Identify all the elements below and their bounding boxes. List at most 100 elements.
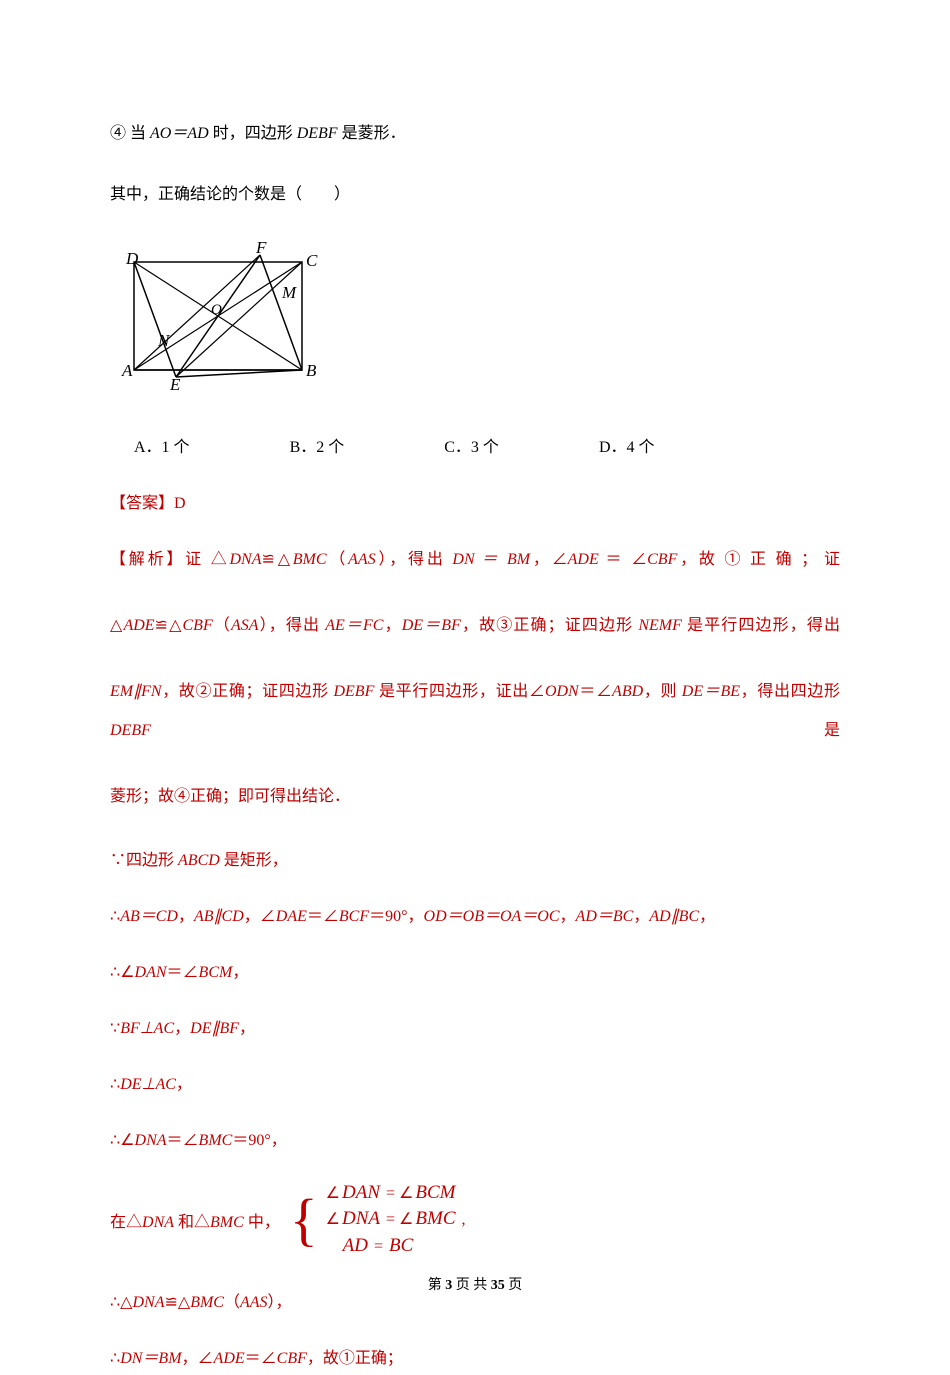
txt: ≌△ bbox=[262, 551, 293, 568]
explain-line3: EM∥FN，故②正确；证四边形 DEBF 是平行四边形，证出∠ODN＝∠ABD，… bbox=[110, 673, 840, 750]
txt-it: DN＝BM bbox=[120, 1350, 181, 1367]
txt: ，故①正确； bbox=[307, 1350, 403, 1367]
txt: ∵ bbox=[110, 1020, 120, 1037]
diagram-svg: D F C M O N A E B bbox=[110, 242, 320, 392]
txt: 时，四边形 bbox=[209, 125, 297, 142]
label-A: A bbox=[121, 361, 133, 380]
txt: 是平行四边形，得出 bbox=[682, 617, 840, 634]
txt-it: DAN bbox=[342, 1182, 380, 1203]
txt: ，∠ bbox=[244, 908, 276, 925]
txt-it: OD＝OB＝OA＝OC bbox=[424, 908, 560, 925]
txt-it: CBF bbox=[277, 1350, 307, 1367]
explain-line1: 【解析】证 △DNA≌△BMC（AAS），得出 DN ＝ BM，∠ADE ＝ ∠… bbox=[110, 541, 840, 579]
txt-it: DEBF bbox=[297, 125, 338, 142]
label-N: N bbox=[157, 331, 171, 350]
txt-it: BMC bbox=[199, 1132, 233, 1149]
txt-it: NEMF bbox=[638, 617, 682, 634]
txt: 是矩形， bbox=[220, 852, 288, 869]
txt-it: AAS bbox=[348, 551, 376, 568]
option-b: B．2 个 bbox=[290, 433, 345, 457]
txt-it: BCF bbox=[339, 908, 369, 925]
txt: 是菱形． bbox=[338, 125, 406, 142]
txt: △ bbox=[110, 617, 123, 634]
txt: ， bbox=[383, 617, 401, 634]
txt-it: AO＝AD bbox=[150, 125, 209, 142]
txt: ， bbox=[174, 1020, 190, 1037]
proof-p1: ∵四边形 ABCD 是矩形， bbox=[110, 845, 840, 877]
txt-it: DEBF bbox=[333, 683, 374, 700]
txt: ≌△ bbox=[155, 617, 183, 634]
txt: ， bbox=[176, 1076, 192, 1093]
txt: 【解析】 bbox=[110, 551, 185, 568]
txt: 第 bbox=[428, 1278, 446, 1293]
txt-it: DE＝BE bbox=[682, 683, 740, 700]
sys-line-1: ∠DAN = ∠BCM bbox=[324, 1181, 468, 1206]
txt-it: AE＝FC bbox=[325, 617, 383, 634]
option-c: C．3 个 bbox=[444, 433, 499, 457]
txt: ，∠ bbox=[530, 551, 568, 568]
page-footer: 第 3 页 共 35 页 bbox=[0, 1274, 950, 1294]
txt-it: ASA bbox=[231, 617, 259, 634]
txt: ∴ bbox=[110, 1076, 120, 1093]
txt: ＝∠ bbox=[245, 1350, 277, 1367]
txt-it: BF⊥AC bbox=[120, 1020, 174, 1037]
txt-it: DNA bbox=[142, 1214, 174, 1231]
txt: 中， bbox=[244, 1214, 280, 1231]
options-row: A．1 个 B．2 个 C．3 个 D．4 个 bbox=[110, 433, 840, 457]
txt-it: DNA bbox=[135, 1132, 167, 1149]
txt: ，故③正确；证四边形 bbox=[461, 617, 638, 634]
txt: ∠ bbox=[324, 1211, 342, 1228]
txt: （ bbox=[213, 617, 231, 634]
txt-it: ADE bbox=[123, 617, 154, 634]
txt-it: DNA bbox=[132, 1294, 164, 1311]
txt-it: DNA bbox=[342, 1208, 380, 1229]
proof-p3: ∴∠DAN＝∠BCM， bbox=[110, 957, 840, 989]
txt: ， bbox=[239, 1020, 255, 1037]
txt: 在△ bbox=[110, 1214, 142, 1231]
txt: ＝∠ bbox=[579, 683, 612, 700]
txt: 页 共 bbox=[452, 1278, 491, 1293]
txt: ∠ bbox=[324, 1185, 342, 1202]
txt: ＝∠ bbox=[167, 1132, 199, 1149]
txt-it: AAS bbox=[240, 1294, 268, 1311]
sys-line-2: ∠DNA = ∠BMC , bbox=[324, 1207, 468, 1232]
label-B: B bbox=[306, 361, 317, 380]
txt-it: EM∥FN bbox=[110, 683, 162, 700]
txt-it: ADE bbox=[214, 1350, 245, 1367]
txt: = ∠ bbox=[380, 1211, 415, 1228]
txt-it: DNA bbox=[230, 551, 262, 568]
proof-p2: ∴AB＝CD，AB∥CD，∠DAE＝∠BCF＝90°，OD＝OB＝OA＝OC，A… bbox=[110, 901, 840, 933]
txt: （ bbox=[327, 551, 349, 568]
txt: ， bbox=[232, 964, 248, 981]
txt-it: BMC bbox=[293, 551, 327, 568]
txt-it: DE⊥AC bbox=[120, 1076, 176, 1093]
label-E: E bbox=[169, 375, 181, 392]
txt-it: ADE bbox=[568, 551, 599, 568]
txt: ， bbox=[633, 908, 649, 925]
proof-p8: ∴DN＝BM，∠ADE＝∠CBF，故①正确； bbox=[110, 1343, 840, 1375]
txt-it: ABCD bbox=[178, 852, 220, 869]
option-a: A．1 个 bbox=[134, 433, 190, 457]
txt: 页 bbox=[505, 1278, 523, 1293]
txt-it: CBF bbox=[183, 617, 213, 634]
txt-it: AD＝BC bbox=[576, 908, 634, 925]
txt: ∴ bbox=[110, 908, 120, 925]
label-M: M bbox=[281, 283, 297, 302]
txt-it: DE∥BF bbox=[190, 1020, 239, 1037]
line-eb bbox=[176, 370, 302, 377]
txt-it: DE＝BF bbox=[402, 617, 461, 634]
proof-p6: ∴∠DNA＝∠BMC＝90°， bbox=[110, 1125, 840, 1157]
proof-p4: ∵BF⊥AC，DE∥BF， bbox=[110, 1013, 840, 1045]
system-row: 在△DNA 和△BMC 中， { ∠DAN = ∠BCM ∠DNA = ∠BMC… bbox=[110, 1181, 840, 1259]
page-total: 35 bbox=[491, 1278, 505, 1293]
txt-it: BMC bbox=[415, 1208, 455, 1229]
proof-p5: ∴DE⊥AC， bbox=[110, 1069, 840, 1101]
sys-lines: ∠DAN = ∠BCM ∠DNA = ∠BMC , AD = BC bbox=[324, 1181, 468, 1259]
question-prompt: 其中，正确结论的个数是（ ） bbox=[110, 181, 840, 210]
txt: , bbox=[456, 1211, 468, 1228]
txt: ＝90°， bbox=[369, 908, 423, 925]
explain-line4: 菱形；故④正确；即可得出结论． bbox=[110, 778, 840, 816]
txt-it: BCM bbox=[415, 1182, 455, 1203]
txt-it: AD∥BC bbox=[649, 908, 699, 925]
explain-line2: △ADE≌△CBF（ASA），得出 AE＝FC，DE＝BF，故③正确；证四边形 … bbox=[110, 607, 840, 645]
